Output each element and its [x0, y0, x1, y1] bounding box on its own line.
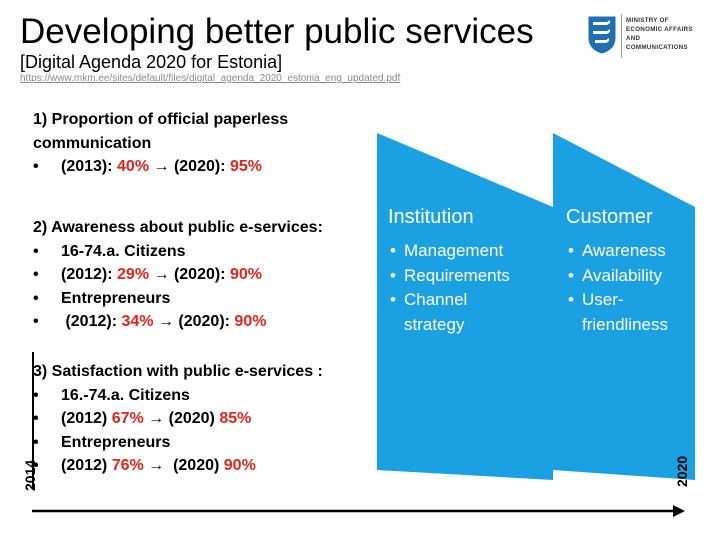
list-item: • Management	[390, 241, 504, 260]
list-item: • (2012) 67% → (2020) 85%	[33, 410, 252, 427]
list-item: • (2012) 76% → (2020) 90%	[33, 457, 256, 474]
institution-stripe	[377, 133, 553, 480]
list-item: • 16-74.a. Citizens	[33, 242, 186, 260]
list-item: • (2012): 34% → (2020): 90%	[33, 313, 267, 330]
institution-heading: Institution	[388, 206, 474, 228]
list-item: • Availability	[568, 265, 663, 285]
list-item: • User-friendliness	[568, 290, 668, 334]
page-title: Developing better public services	[20, 12, 534, 51]
customer-stripe	[553, 133, 695, 480]
logo-divider	[621, 14, 622, 58]
institution-list: • Management • Requirements • Channel strat…	[390, 239, 550, 337]
timeline-end-year: 2020	[674, 455, 690, 487]
list-item: • Channel strategy	[390, 290, 468, 334]
list-item: • Entrepreneurs	[33, 289, 171, 307]
ministry-logo: Ministry of Economic Affairs and Communi…	[588, 12, 700, 60]
list-item: • Awareness	[568, 241, 666, 260]
list-item: • Entrepreneurs	[33, 433, 171, 451]
ministry-name: Ministry of Economic Affairs and Communi…	[626, 17, 693, 51]
indicator-awareness: 2) Awareness about public e-services: • 1…	[33, 216, 323, 334]
list-item: • (2012): 29% → (2020): 90%	[33, 266, 263, 283]
customer-list: • Awareness • Availability • User-friendlin…	[568, 239, 692, 337]
source-link[interactable]: https://www.mkm.ee/sites/default/files/d…	[20, 73, 401, 84]
indicator-paperless: 1) Proportion of official paperless comm…	[33, 108, 288, 179]
list-item: • Requirements	[390, 265, 510, 285]
timeline-start-marker	[32, 352, 34, 489]
timeline-arrow-icon	[32, 505, 685, 517]
three-lions-shield-icon	[588, 16, 616, 54]
page-subtitle: [Digital Agenda 2020 for Estonia]	[20, 52, 283, 72]
list-item: • (2013): 40% → (2020): 95%	[33, 158, 263, 175]
list-item: • 16.-74.a. Citizens	[33, 386, 190, 404]
timeline-start-year: 2014	[22, 459, 38, 491]
customer-heading: Customer	[566, 206, 653, 228]
indicator-satisfaction: 3) Satisfaction with public e-services :…	[33, 360, 323, 478]
